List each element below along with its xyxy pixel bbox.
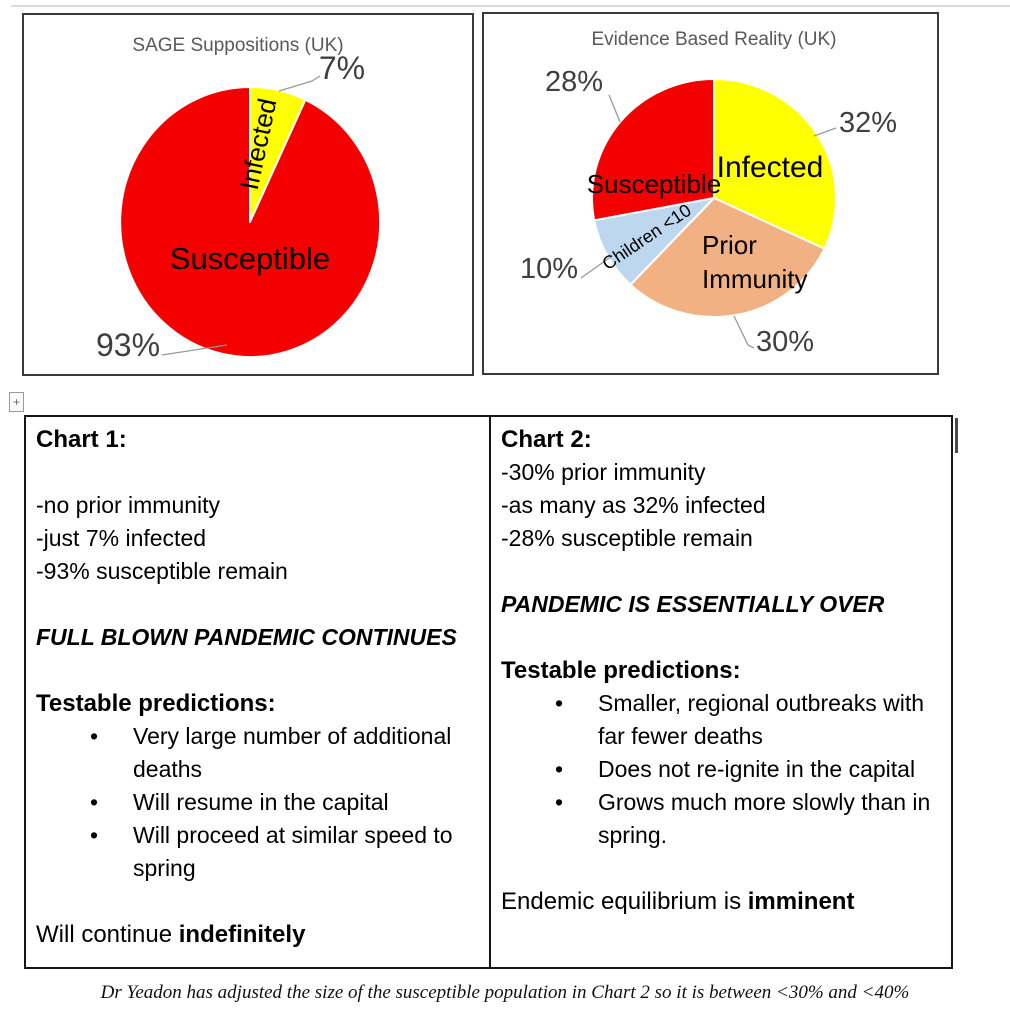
chart1-verdict: FULL BLOWN PANDEMIC CONTINUES xyxy=(36,624,457,650)
bullet-line: far fewer deaths xyxy=(598,723,763,749)
bullet-line: Does not re-ignite in the capital xyxy=(598,756,916,782)
leader-line-susceptible xyxy=(608,94,621,123)
blank-line xyxy=(36,456,479,489)
chart1-point: -no prior immunity xyxy=(36,492,221,518)
blank-line xyxy=(36,654,479,687)
chart2-point: -30% prior immunity xyxy=(501,459,706,485)
chart2-heading: Chart 2: xyxy=(501,426,592,453)
pie-slice-susceptible xyxy=(119,86,382,358)
chart1-summary-cell: Chart 1: -no prior immunity -just 7% inf… xyxy=(26,417,491,967)
chart2-conclusion-text: Endemic equilibrium is xyxy=(501,888,748,915)
bullet-item: • Smaller, regional outbreaks with far f… xyxy=(501,687,941,753)
bullet-icon: • xyxy=(90,822,99,848)
pie-chart-sage-suppositions: 7% 93% Infected Susceptible SAGE Supposition… xyxy=(22,13,474,376)
pct-label-susceptible: 28% xyxy=(545,66,603,98)
chart2-summary-cell: Chart 2: -30% prior immunity -as many as… xyxy=(491,417,951,967)
leader-line-infected xyxy=(278,75,321,92)
bullet-line: deaths xyxy=(133,756,203,782)
chart1-point: -just 7% infected xyxy=(36,525,207,551)
pct-label-infected: 32% xyxy=(839,107,897,139)
chart1-conclusion: Will continue indefinitely xyxy=(36,918,479,951)
bullet-line: Will resume in the capital xyxy=(133,789,389,815)
bullet-item: • Very large number of additional deaths xyxy=(36,720,479,786)
pct-label-prior-immunity: 30% xyxy=(756,326,814,358)
chart1-predictions-heading: Testable predictions: xyxy=(36,690,276,717)
bullet-line: Very large number of additional xyxy=(133,723,452,749)
pct-label-susceptible: 93% xyxy=(96,327,160,363)
bullet-line: Grows much more slowly than in xyxy=(598,789,931,815)
chart1-conclusion-bold: indefinitely xyxy=(178,921,306,948)
blank-line xyxy=(36,588,479,621)
bullet-item: • Grows much more slowly than in spring. xyxy=(501,786,941,852)
pie-slice-susceptible xyxy=(591,78,715,222)
bullet-line: spring xyxy=(133,855,196,881)
table-move-handle-icon[interactable]: + xyxy=(9,392,24,412)
bullet-icon: • xyxy=(90,723,99,749)
chart1-conclusion-text: Will continue xyxy=(36,921,179,948)
chart-title: SAGE Suppositions (UK) xyxy=(132,35,343,56)
chart-title: Evidence Based Reality (UK) xyxy=(592,29,837,50)
leader-line-prior-immunity xyxy=(733,315,755,349)
chart2-point: -as many as 32% infected xyxy=(501,492,766,518)
bullet-line: Will proceed at similar speed to xyxy=(133,822,453,848)
bullet-item: • Will proceed at similar speed to sprin… xyxy=(36,819,479,885)
comparison-table: Chart 1: -no prior immunity -just 7% inf… xyxy=(24,415,953,969)
chart2-predictions-heading: Testable predictions: xyxy=(501,657,741,684)
blank-line xyxy=(501,852,941,885)
caption-note: Dr Yeadon has adjusted the size of the s… xyxy=(100,982,910,1003)
pie-chart-2-canvas: 32%30%10%28%InfectedPriorImmunityChildre… xyxy=(520,29,897,358)
blank-line xyxy=(36,885,479,918)
pct-label-children-10: 10% xyxy=(520,253,578,285)
slice-label-susceptible: Susceptible xyxy=(170,241,330,276)
blank-line xyxy=(501,555,941,588)
leader-line-infected xyxy=(813,127,837,137)
blank-line xyxy=(501,621,941,654)
chart1-heading: Chart 1: xyxy=(36,426,127,453)
bullet-icon: • xyxy=(555,756,564,782)
bullet-line: Smaller, regional outbreaks with xyxy=(598,690,924,716)
pie-slice-prior-immunity xyxy=(629,197,826,318)
slice-label-prior-immunity: Immunity xyxy=(702,264,807,294)
slice-label-susceptible: Susceptible xyxy=(587,169,721,199)
text-caret xyxy=(955,418,958,453)
bullet-icon: • xyxy=(555,690,564,716)
chart2-conclusion-bold: imminent xyxy=(747,888,855,915)
chart2-verdict: PANDEMIC IS ESSENTIALLY OVER xyxy=(501,591,885,617)
pie-chart-evidence-based-reality: 32% 30% 10% 28% Infected Prior Immunity Childre… xyxy=(482,12,939,375)
slice-label-prior-immunity: Prior xyxy=(702,230,757,260)
slice-label-infected: Infected xyxy=(717,151,824,184)
pie-slice-children-10 xyxy=(593,197,715,286)
chart2-conclusion: Endemic equilibrium is imminent xyxy=(501,885,941,918)
page-top-divider xyxy=(11,5,1010,7)
bullet-icon: • xyxy=(90,789,99,815)
leader-line-susceptible xyxy=(161,344,228,356)
chart1-point: -93% susceptible remain xyxy=(36,558,288,584)
bullet-item: • Does not re-ignite in the capital xyxy=(501,753,941,786)
bullet-item: • Will resume in the capital xyxy=(36,786,479,819)
pct-label-infected: 7% xyxy=(319,50,365,86)
leader-line-children-10 xyxy=(580,255,613,279)
chart2-point: -28% susceptible remain xyxy=(501,525,753,551)
bullet-line: spring. xyxy=(598,822,668,848)
bullet-icon: • xyxy=(555,789,564,815)
